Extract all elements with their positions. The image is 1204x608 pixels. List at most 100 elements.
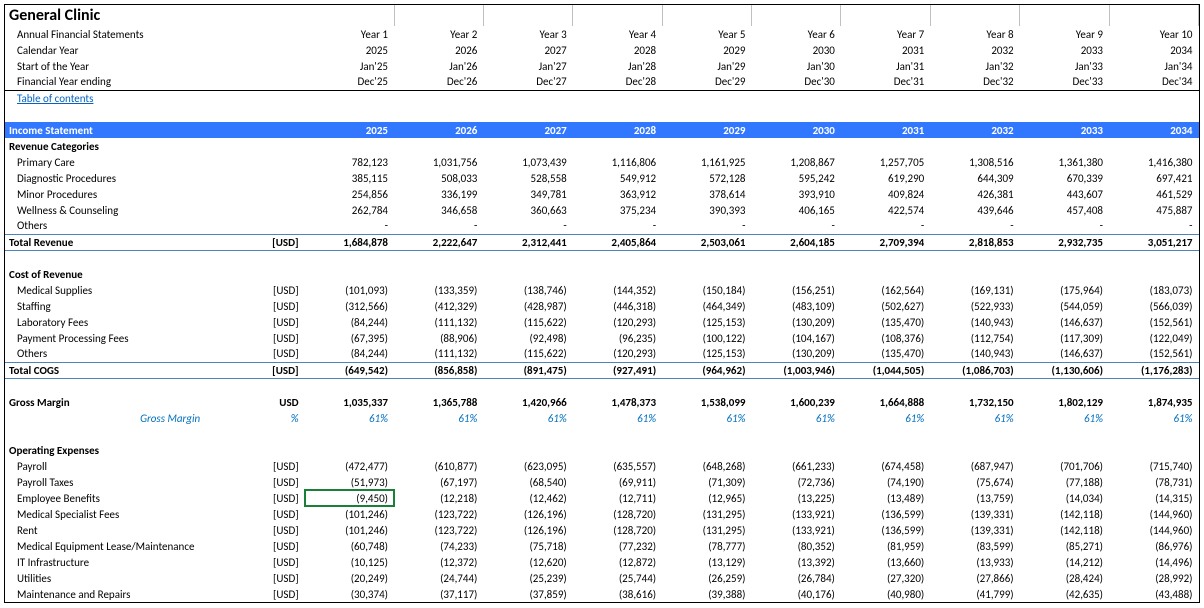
cor-value: (152,561): [1109, 314, 1199, 330]
gross-margin-pct-value: 61%: [752, 410, 841, 426]
meta-value: Year 2: [394, 26, 483, 42]
opex-value: (38,616): [573, 586, 662, 602]
revenue-value: -: [483, 218, 572, 234]
cor-value: (130,209): [752, 314, 841, 330]
gross-margin-pct-value: 61%: [483, 410, 572, 426]
toc-link[interactable]: Table of contents: [5, 90, 208, 106]
total-revenue-value: 3,051,217: [1109, 234, 1199, 250]
revenue-value: 475,887: [1109, 202, 1199, 218]
cor-value: (144,352): [573, 282, 662, 298]
opex-value: (20,249): [305, 570, 394, 586]
cor-row-label: Others: [5, 346, 208, 362]
cor-value: (133,359): [394, 282, 483, 298]
revenue-value: -: [930, 218, 1019, 234]
gross-margin-value: 1,664,888: [841, 394, 930, 410]
cor-value: (138,746): [483, 282, 572, 298]
opex-row-label: Rent: [5, 522, 208, 538]
opex-row-label: Medical Equipment Lease/Maintenance: [5, 538, 208, 554]
opex-row-label: IT Infrastructure: [5, 554, 208, 570]
opex-value: (133,921): [752, 522, 841, 538]
gross-margin-pct-value: 61%: [662, 410, 751, 426]
revenue-value: -: [841, 218, 930, 234]
opex-value: (27,320): [841, 570, 930, 586]
cor-value: (464,349): [662, 298, 751, 314]
opex-value: (10,125): [305, 554, 394, 570]
cor-value: (96,235): [573, 330, 662, 346]
opex-value: (101,246): [305, 522, 394, 538]
opex-value: (26,259): [662, 570, 751, 586]
cor-value: (120,293): [573, 314, 662, 330]
total-cogs-value: (964,962): [662, 362, 751, 378]
opex-value: (39,388): [662, 586, 751, 602]
opex-value: (12,711): [573, 490, 662, 506]
cor-row-label: Payment Processing Fees: [5, 330, 208, 346]
opex-value: (12,620): [483, 554, 572, 570]
meta-value: Jan'34: [1109, 58, 1199, 74]
gross-margin-value: 1,035,337: [305, 394, 394, 410]
cor-value: (84,244): [305, 346, 394, 362]
meta-value: Jan'25: [305, 58, 394, 74]
meta-value: 2029: [662, 42, 751, 58]
cor-value: (150,184): [662, 282, 751, 298]
cor-value: (125,153): [662, 346, 751, 362]
meta-value: 2033: [1020, 42, 1109, 58]
opex-value: (28,992): [1109, 570, 1199, 586]
revenue-value: 1,308,516: [930, 154, 1019, 170]
revenue-row-label: Diagnostic Procedures: [5, 170, 208, 186]
meta-value: Year 6: [752, 26, 841, 42]
financial-table: General ClinicAnnual Financial Statement…: [5, 5, 1199, 602]
year-header: 2031: [841, 122, 930, 138]
meta-value: Dec'33: [1020, 74, 1109, 90]
revenue-value: 385,115: [305, 170, 394, 186]
opex-value: (12,965): [662, 490, 751, 506]
meta-value: Year 7: [841, 26, 930, 42]
meta-value: Dec'31: [841, 74, 930, 90]
opex-value: (51,973): [305, 474, 394, 490]
opex-value: (648,268): [662, 458, 751, 474]
opex-row-label: Medical Specialist Fees: [5, 506, 208, 522]
cor-value: (84,244): [305, 314, 394, 330]
opex-value: (69,911): [573, 474, 662, 490]
opex-value: (28,424): [1020, 570, 1109, 586]
revenue-value: 1,031,756: [394, 154, 483, 170]
total-cogs-value: (1,003,946): [752, 362, 841, 378]
opex-value: (13,129): [662, 554, 751, 570]
year-header: 2034: [1109, 122, 1199, 138]
cor-value: (115,622): [483, 346, 572, 362]
revenue-value: 346,658: [394, 202, 483, 218]
opex-value: (42,635): [1020, 586, 1109, 602]
opex-value: (101,246): [305, 506, 394, 522]
meta-value: 2030: [752, 42, 841, 58]
cor-value: (130,209): [752, 346, 841, 362]
gross-margin-pct-value: 61%: [1109, 410, 1199, 426]
opex-value: (674,458): [841, 458, 930, 474]
year-header: 2032: [930, 122, 1019, 138]
opex-value: (37,859): [483, 586, 572, 602]
cor-value: (67,395): [305, 330, 394, 346]
meta-value: Dec'32: [930, 74, 1019, 90]
revenue-row-label: Primary Care: [5, 154, 208, 170]
meta-value: 2028: [573, 42, 662, 58]
meta-value: 2031: [841, 42, 930, 58]
cor-value: (135,470): [841, 314, 930, 330]
opex-row-label: Payroll Taxes: [5, 474, 208, 490]
cor-value: (522,933): [930, 298, 1019, 314]
cor-value: (152,561): [1109, 346, 1199, 362]
total-cogs-value: (1,176,283): [1109, 362, 1199, 378]
revenue-value: -: [1109, 218, 1199, 234]
revenue-value: 461,529: [1109, 186, 1199, 202]
cor-value: (112,754): [930, 330, 1019, 346]
total-revenue-value: 2,312,441: [483, 234, 572, 250]
meta-value: Dec'29: [662, 74, 751, 90]
revenue-categories-label: Revenue Categories: [5, 138, 208, 154]
cor-row-label: Medical Supplies: [5, 282, 208, 298]
opex-value: (13,392): [752, 554, 841, 570]
cor-value: (146,637): [1020, 314, 1109, 330]
opex-value: (85,271): [1020, 538, 1109, 554]
revenue-value: 508,033: [394, 170, 483, 186]
revenue-value: 349,781: [483, 186, 572, 202]
meta-value: 2032: [930, 42, 1019, 58]
opex-value: (74,233): [394, 538, 483, 554]
revenue-value: -: [305, 218, 394, 234]
cor-value: (502,627): [841, 298, 930, 314]
